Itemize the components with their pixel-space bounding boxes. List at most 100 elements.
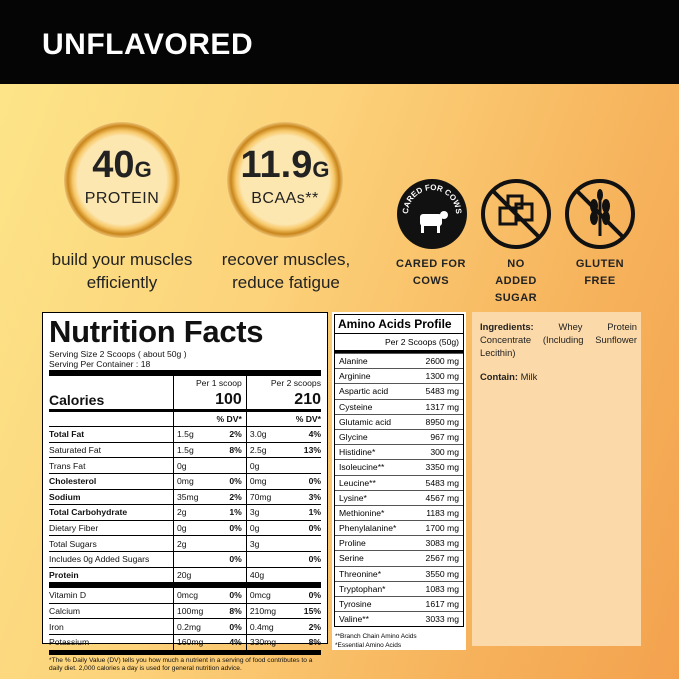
calories-row: Calories 100 210 <box>49 390 321 411</box>
ingredients-line: Ingredients: Whey Protein Concentrate (I… <box>480 320 637 359</box>
nutrient-name: Dietary Fiber <box>49 519 174 536</box>
gap <box>241 472 247 490</box>
badge-label: PROTEIN <box>84 190 160 207</box>
gap <box>241 519 247 536</box>
text: Milk <box>520 371 538 382</box>
amino-name: Leucine** <box>339 477 376 488</box>
amount: 330mg <box>245 633 294 650</box>
amino-name: Methionine* <box>339 507 385 518</box>
amino-name: Lysine* <box>339 492 367 503</box>
dv: 0% <box>293 519 321 536</box>
dv: 2% <box>293 618 321 635</box>
nutrient-name: Potassium <box>49 633 174 650</box>
amount <box>245 550 294 568</box>
amount: 1.5g <box>172 426 222 443</box>
amino-value: 1183 mg <box>426 507 459 518</box>
amino-value: 1617 mg <box>425 599 459 609</box>
amino-name: Cysteine <box>339 401 373 412</box>
dv: 3% <box>293 488 321 505</box>
dv <box>221 535 242 552</box>
amino-row: Tyrosine 1617 mg <box>335 596 463 611</box>
cell: Calories <box>49 391 105 408</box>
amino-name: Serine <box>339 553 364 564</box>
dv: 0% <box>293 550 321 568</box>
nutrient-row: Potassium 160mg 4% 330mg 8% <box>49 633 321 650</box>
icon-label: CARED FOR COWS <box>396 258 466 287</box>
amount: 3g <box>245 535 294 552</box>
amount: 35mg <box>172 488 222 505</box>
sugar-icon <box>481 179 551 249</box>
amount <box>172 550 222 568</box>
nutrient-name: Total Sugars <box>49 535 174 552</box>
nutrient-name: Sodium <box>49 488 174 505</box>
icon-label: NO ADDED SUGAR <box>494 258 538 304</box>
amino-name: Phenylalanine* <box>339 523 397 534</box>
amino-name: Valine** <box>339 614 369 625</box>
amino-note: **Branch Chain Amino Acids <box>335 633 417 641</box>
amount: 0mcg <box>172 582 222 604</box>
dv: 0% <box>221 618 242 635</box>
nf-body: Per 1 scoop Per 2 scoops Calories 100 210 %… <box>49 376 321 650</box>
amino-name: Isoleucine** <box>339 462 385 473</box>
gap <box>241 504 247 521</box>
amino-profile: Amino Acids Profile Per 2 Scoops (50g) A… <box>332 312 466 650</box>
amount: 40g <box>245 566 294 586</box>
amount: 100mg <box>172 602 222 619</box>
cell <box>241 408 247 427</box>
amino-value: 1083 mg <box>425 583 459 594</box>
amino-box: Amino Acids Profile Per 2 Scoops (50g) A… <box>334 314 464 628</box>
icon-label: GLUTEN FREE <box>575 258 625 287</box>
nutrient-row: Saturated Fat 1.5g 8% 2.5g 13% <box>49 441 321 458</box>
nutrient-row: Vitamin D 0mcg 0% 0mcg 0% <box>49 582 321 604</box>
gap <box>241 426 247 443</box>
amino-value: 3033 mg <box>425 614 459 625</box>
nutrient-name: Trans Fat <box>49 457 174 474</box>
cell: % DV* <box>245 408 321 427</box>
amino-row: Arginine 1300 mg <box>335 368 463 383</box>
amino-value: 1317 mg <box>425 401 459 412</box>
badge-label: BCAAs** <box>251 190 319 207</box>
cell: 210 <box>245 390 321 411</box>
amino-row: Phenylalanine* 1700 mg <box>335 520 463 535</box>
gap <box>241 550 247 568</box>
cell: % DV* <box>172 408 242 427</box>
amount: 0g <box>245 457 294 474</box>
amount: 0g <box>172 519 222 536</box>
nf-title: Nutrition Facts <box>49 314 264 349</box>
dv: 8% <box>221 441 242 458</box>
amino-value: 967 mg <box>430 431 459 442</box>
amino-row: Tryptophan* 1083 mg <box>335 580 463 596</box>
amount-value: 11.9 <box>240 144 313 186</box>
amino-value: 5483 mg <box>425 477 459 488</box>
bcaa-badge: 11.9G BCAAs** <box>227 122 343 238</box>
gap <box>241 618 247 635</box>
nutrient-name: Iron <box>49 618 174 635</box>
dv <box>293 535 321 552</box>
dv: 1% <box>221 504 242 521</box>
nutrient-name: Includes 0g Added Sugars <box>49 550 174 568</box>
gap <box>241 457 247 474</box>
amount: 2g <box>172 504 222 521</box>
amino-value: 8950 mg <box>425 416 459 427</box>
servings: Serving Per Container : 18 <box>49 359 321 376</box>
amino-name: Tyrosine <box>339 599 372 609</box>
amount: 0.2mg <box>172 618 222 635</box>
dv: 4% <box>293 426 321 443</box>
dv <box>221 566 242 586</box>
cell: Per 2 scoops <box>245 376 321 391</box>
gap <box>241 602 247 619</box>
nutrient-row: Sodium 35mg 2% 70mg 3% <box>49 488 321 505</box>
amount: 11.9G <box>227 144 343 187</box>
amino-value: 2567 mg <box>425 553 459 564</box>
dv: 0% <box>293 472 321 490</box>
dv: 0% <box>293 582 321 604</box>
dv: 0% <box>221 550 242 568</box>
dv-row: % DV*% DV* <box>49 408 321 427</box>
gap <box>241 441 247 458</box>
unit: G <box>134 157 152 182</box>
nutrient-row: Protein 20g 40g <box>49 566 321 586</box>
amount: 0.4mg <box>245 618 294 635</box>
nutrient-row: Iron 0.2mg 0% 0.4mg 2% <box>49 618 321 635</box>
ingredients: Ingredients: Whey Protein Concentrate (I… <box>472 312 641 646</box>
header-row: Per 1 scoop Per 2 scoops <box>49 376 321 391</box>
